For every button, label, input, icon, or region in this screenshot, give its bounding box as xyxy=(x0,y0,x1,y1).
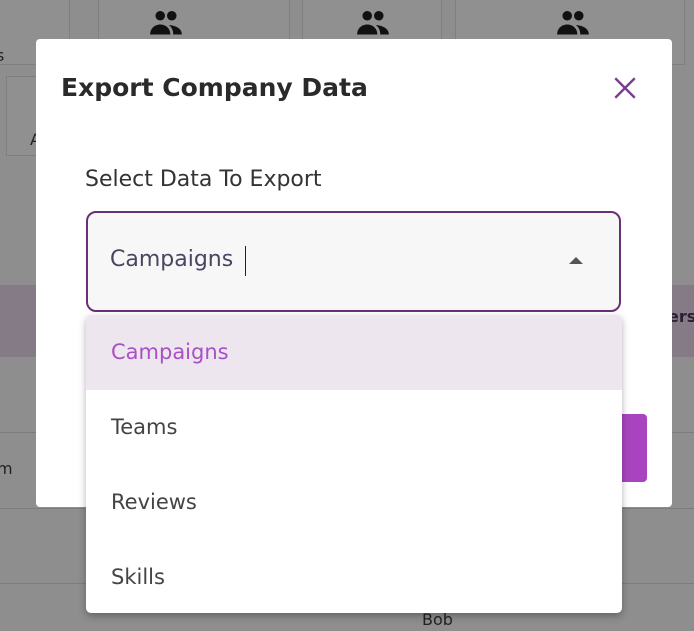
select-dropdown: Campaigns Teams Reviews Skills xyxy=(86,315,622,613)
bg-text: Bob xyxy=(422,610,453,629)
option-skills[interactable]: Skills xyxy=(111,565,165,589)
people-icon xyxy=(357,11,389,35)
bg-text: m xyxy=(0,459,13,478)
select-value: Campaigns xyxy=(110,247,234,272)
close-icon[interactable] xyxy=(612,75,638,101)
people-icon xyxy=(557,11,589,35)
option-teams[interactable]: Teams xyxy=(111,415,178,439)
option-reviews[interactable]: Reviews xyxy=(111,490,197,514)
option-campaigns[interactable]: Campaigns xyxy=(86,315,622,390)
bg-text: A xyxy=(30,130,41,149)
bg-text: ers xyxy=(668,307,694,326)
caret-up-icon[interactable] xyxy=(569,257,583,264)
people-icon xyxy=(150,11,182,35)
data-select[interactable]: Campaigns xyxy=(86,211,621,312)
bg-text: s xyxy=(0,46,5,65)
bg-cell xyxy=(0,0,70,65)
text-cursor xyxy=(245,246,246,276)
field-label: Select Data To Export xyxy=(85,167,322,192)
modal-title: Export Company Data xyxy=(61,73,368,102)
